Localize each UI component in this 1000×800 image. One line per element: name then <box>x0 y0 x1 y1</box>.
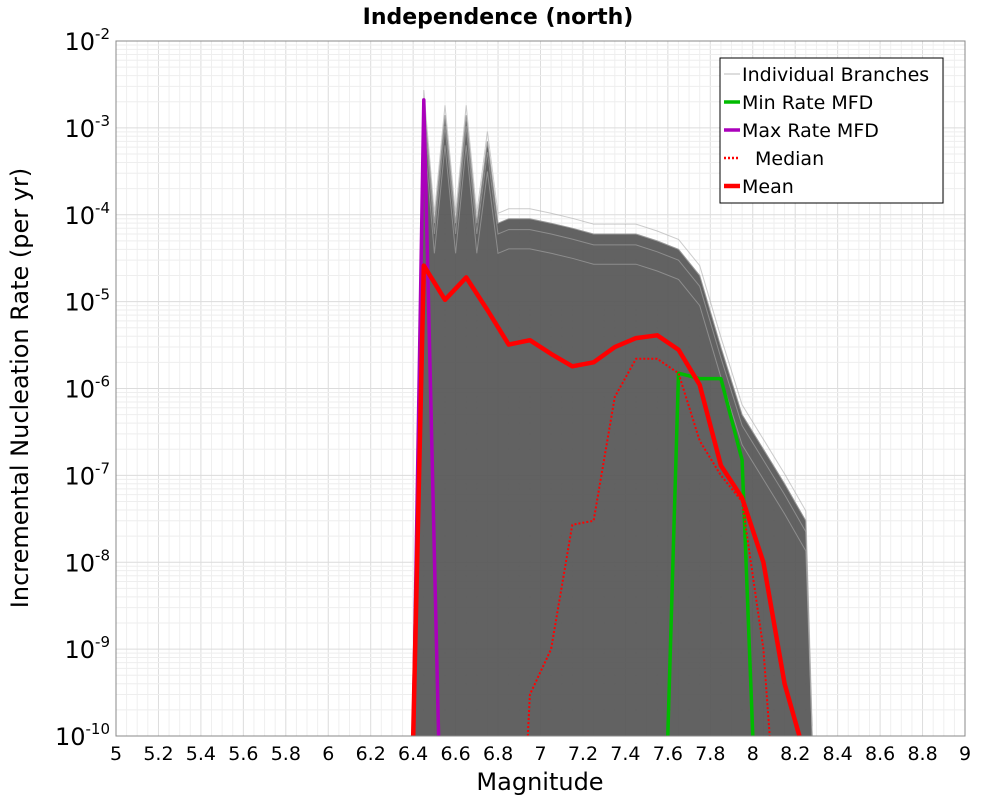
legend-label-median: Median <box>755 148 824 170</box>
x-tick-label: 6 <box>322 743 334 765</box>
y-tick-label: 10-8 <box>64 546 110 577</box>
x-tick-label: 5.4 <box>186 743 216 765</box>
x-tick-labels: 5 5.2 5.4 5.6 5.8 6 6.2 6.4 6.6 6.8 7 7.2 7.4 7.6 7.8 8… <box>110 743 971 765</box>
plot-frame <box>115 40 966 737</box>
series-lines <box>410 98 802 737</box>
x-tick-label: 5 <box>110 743 122 765</box>
individual-branches <box>412 89 813 737</box>
x-tick-label: 7.4 <box>610 743 640 765</box>
chart-title: Independence (north) <box>363 5 634 30</box>
x-tick-label: 6.2 <box>356 743 386 765</box>
y-tick-label: 10-2 <box>64 25 110 56</box>
series-line-median <box>526 357 771 737</box>
legend-box <box>719 57 944 204</box>
y-axis-label: Incremental Nucleation Rate (per yr) <box>6 168 34 608</box>
x-tick-label: 8.2 <box>780 743 810 765</box>
x-axis-label: Magnitude <box>476 768 603 796</box>
x-tick-label: 8.6 <box>865 743 895 765</box>
x-tick-label: 5.8 <box>271 743 301 765</box>
y-tick-label: 10-3 <box>64 112 110 143</box>
x-tick-label: 9 <box>959 743 971 765</box>
legend-label-max-rate-mfd: Max Rate MFD <box>742 120 879 142</box>
y-tick-labels: 10-2 10-3 10-4 10-5 10-6 10-7 10-8 10-9 10-10 <box>55 25 110 751</box>
y-tick-label: 10-7 <box>64 459 110 490</box>
y-tick-label: 10-10 <box>55 720 110 751</box>
x-tick-label: 7.8 <box>695 743 725 765</box>
legend: Individual Branches Min Rate MFD Max Rate … <box>719 57 944 204</box>
x-tick-label: 8.4 <box>823 743 853 765</box>
x-tick-label: 8 <box>747 743 759 765</box>
axes <box>115 40 966 737</box>
branches-envelope <box>412 99 813 737</box>
legend-label-mean: Mean <box>742 176 794 198</box>
x-tick-label: 5.6 <box>228 743 258 765</box>
y-tick-label: 10-9 <box>64 633 110 664</box>
y-tick-label: 10-4 <box>64 199 110 230</box>
x-tick-label: 7 <box>534 743 546 765</box>
x-tick-label: 6.4 <box>398 743 428 765</box>
series-line-mean <box>410 263 802 737</box>
legend-label-individual-branches: Individual Branches <box>742 64 929 86</box>
branch-strand <box>412 110 813 737</box>
x-tick-label: 8.8 <box>907 743 937 765</box>
x-tick-label: 6.6 <box>440 743 470 765</box>
legend-label-min-rate-mfd: Min Rate MFD <box>742 92 873 114</box>
y-tick-label: 10-6 <box>64 373 110 404</box>
x-tick-label: 7.2 <box>568 743 598 765</box>
y-tick-label: 10-5 <box>64 286 110 317</box>
x-tick-label: 7.6 <box>653 743 683 765</box>
x-tick-label: 5.2 <box>143 743 173 765</box>
branch-strand <box>412 129 813 737</box>
branch-strand <box>412 89 813 727</box>
x-tick-label: 6.8 <box>483 743 513 765</box>
